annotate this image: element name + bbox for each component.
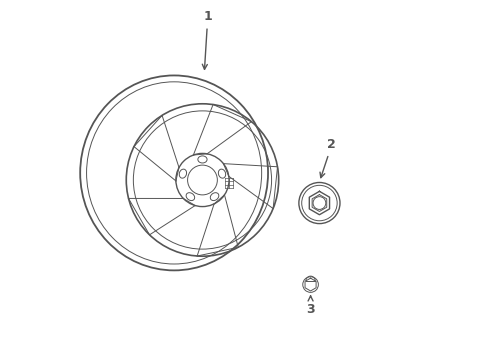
Text: 2: 2: [320, 138, 336, 178]
Text: 1: 1: [202, 10, 212, 69]
Text: 3: 3: [306, 296, 315, 316]
